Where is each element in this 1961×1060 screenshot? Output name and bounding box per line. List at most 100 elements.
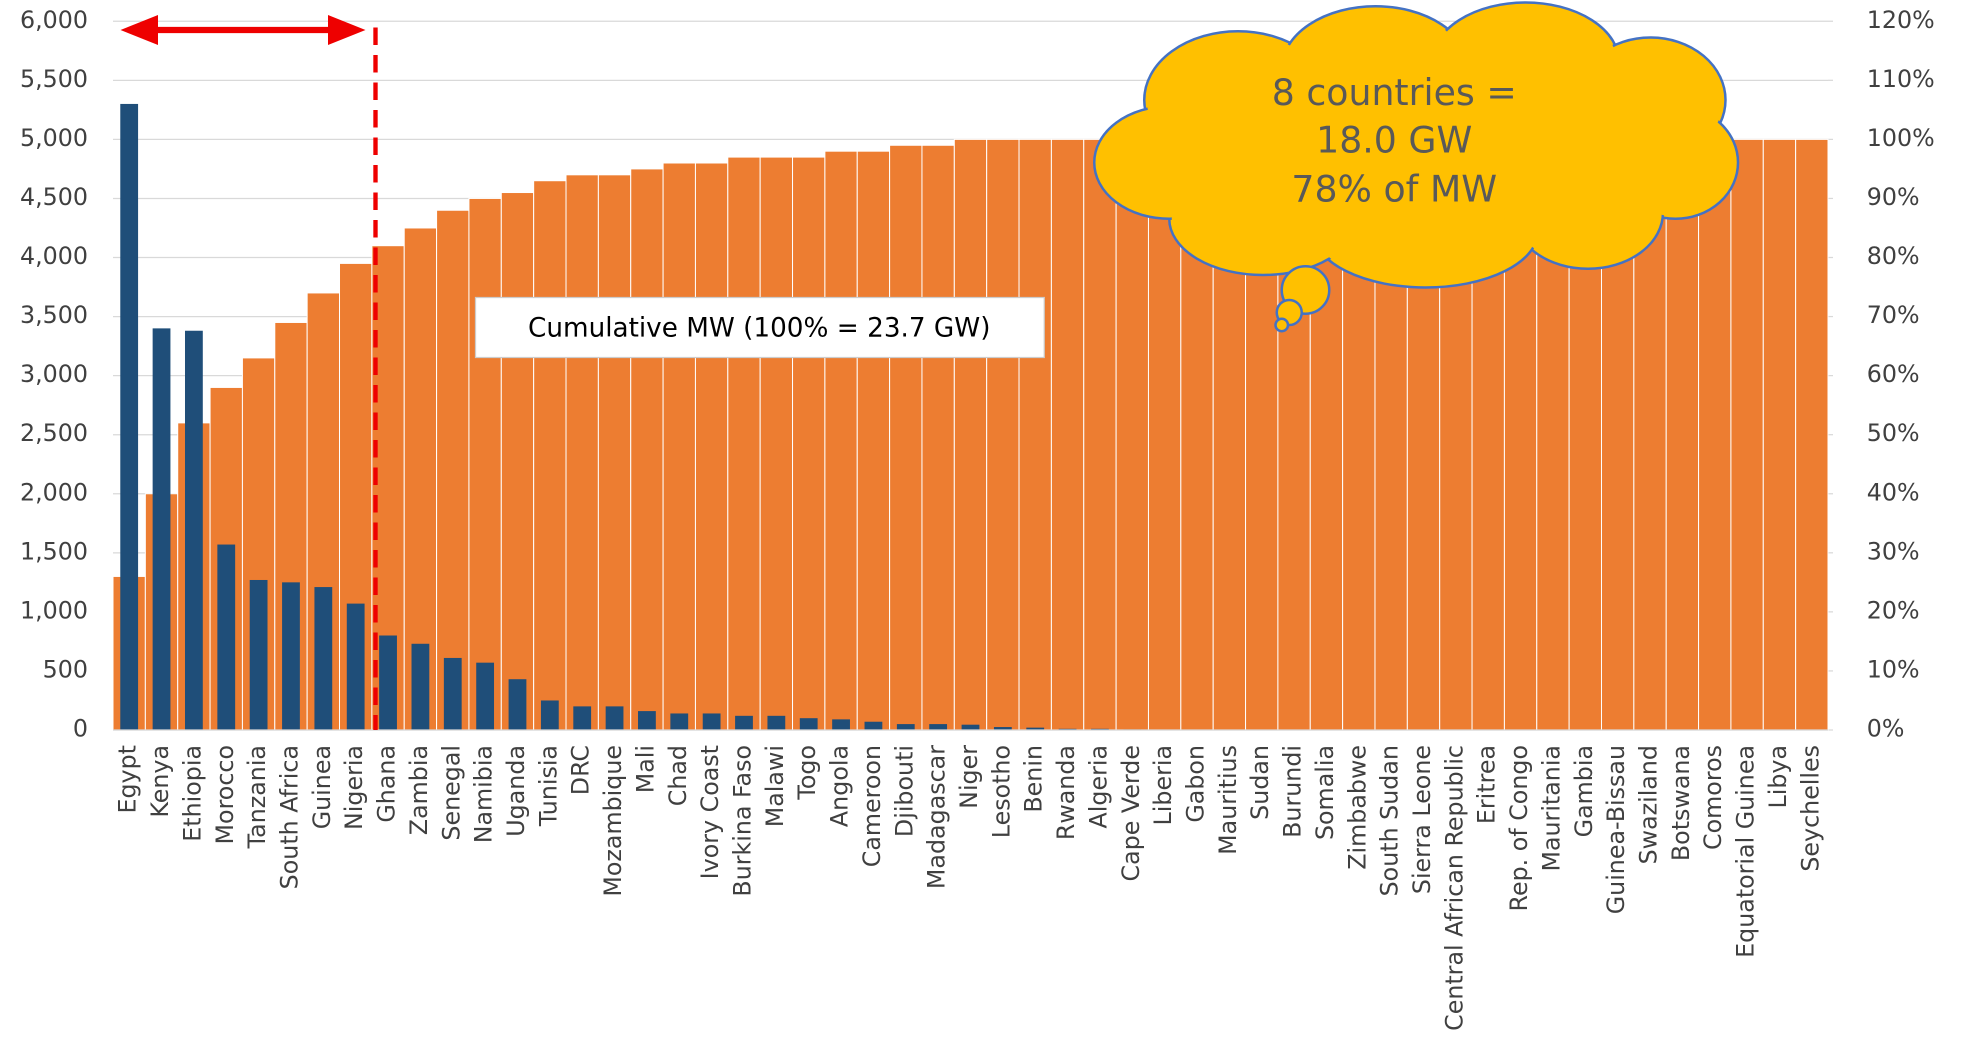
- cumulative-column: [1763, 139, 1795, 730]
- y2-tick-label: 80%: [1867, 242, 1920, 270]
- y-tick-label: 5,500: [20, 65, 88, 93]
- cumulative-column: [1699, 139, 1731, 730]
- bar: [444, 658, 462, 730]
- y2-tick-label: 70%: [1867, 301, 1920, 329]
- annotation: Cumulative MW (100% = 23.7 GW): [528, 313, 990, 343]
- y-tick-label: 3,000: [20, 360, 88, 388]
- x-tick-label: Togo: [793, 745, 821, 801]
- cumulative-column: [1116, 139, 1148, 730]
- x-tick-label: Burundi: [1279, 745, 1307, 838]
- bar: [217, 545, 235, 730]
- bar: [767, 716, 785, 730]
- bar: [832, 719, 850, 730]
- cumulative-column: [1666, 139, 1698, 730]
- cumulative-column: [922, 145, 954, 730]
- bar: [865, 722, 883, 730]
- x-tick-label: Benin: [1020, 745, 1048, 813]
- y2-tick-label: 100%: [1867, 124, 1935, 152]
- x-tick-label: Lesotho: [987, 745, 1015, 838]
- bar: [282, 582, 300, 730]
- bar: [250, 580, 268, 730]
- bar: [541, 700, 559, 730]
- x-tick-label: Cape Verde: [1117, 745, 1145, 881]
- x-tick-label: Comoros: [1699, 745, 1727, 850]
- x-tick-label: Somalia: [1311, 745, 1339, 840]
- x-tick-label: Zimbabwe: [1343, 745, 1371, 870]
- x-tick-label: South Africa: [275, 745, 303, 889]
- x-tick-label: Libya: [1764, 745, 1792, 809]
- y2-tick-label: 60%: [1867, 360, 1920, 388]
- bar: [962, 725, 980, 730]
- cumulative-column: [954, 139, 986, 730]
- cloud-text: 8 countries =: [1272, 71, 1517, 114]
- x-tick-label: Rep. of Congo: [1505, 745, 1533, 911]
- x-tick-label: Tanzania: [243, 745, 271, 849]
- x-tick-label: Central African Republic: [1440, 745, 1468, 1031]
- y2-tick-label: 110%: [1867, 65, 1935, 93]
- x-tick-label: Equatorial Guinea: [1732, 745, 1760, 958]
- y-tick-label: 1,000: [20, 596, 88, 624]
- cumulative-column: [534, 181, 566, 730]
- bar: [120, 104, 138, 730]
- bar: [314, 587, 332, 730]
- bar: [897, 724, 915, 730]
- x-tick-label: Nigeria: [340, 745, 368, 830]
- cumulative-column: [437, 210, 469, 730]
- y-tick-label: 3,500: [20, 301, 88, 329]
- cumulative-column: [825, 151, 857, 730]
- x-tick-label: Ghana: [373, 745, 401, 823]
- x-tick-label: Mauritius: [1214, 745, 1242, 855]
- cumulative-column: [987, 139, 1019, 730]
- bar: [573, 706, 591, 730]
- x-tick-label: Eritrea: [1473, 745, 1501, 824]
- x-tick-label: Zambia: [405, 745, 433, 835]
- y-tick-label: 500: [43, 655, 88, 683]
- bar: [703, 713, 721, 730]
- y2-tick-label: 40%: [1867, 478, 1920, 506]
- x-tick-label: Sierra Leone: [1408, 745, 1436, 894]
- y2-tick-label: 20%: [1867, 596, 1920, 624]
- x-tick-label: Angola: [826, 745, 854, 827]
- arrow-head: [121, 15, 159, 45]
- bar: [735, 716, 753, 730]
- x-tick-label: Egypt: [114, 745, 142, 814]
- bar: [800, 718, 818, 730]
- x-tick-label: Sudan: [1246, 745, 1274, 820]
- y-tick-label: 4,000: [20, 242, 88, 270]
- x-tick-label: DRC: [567, 745, 595, 795]
- cumulative-column: [1019, 139, 1051, 730]
- y2-tick-label: 0%: [1867, 715, 1905, 743]
- cumulative-column: [501, 193, 533, 730]
- bar: [185, 331, 203, 730]
- x-tick-label: Kenya: [146, 745, 174, 818]
- cumulative-column: [1796, 139, 1828, 730]
- cumulative-column: [890, 145, 922, 730]
- x-tick-label: Cameroon: [858, 745, 886, 867]
- x-tick-label: Gabon: [1182, 745, 1210, 823]
- x-tick-label: Uganda: [502, 745, 530, 837]
- y-tick-label: 4,500: [20, 183, 88, 211]
- x-tick-label: Guinea: [308, 745, 336, 829]
- y2-tick-label: 30%: [1867, 537, 1920, 565]
- y2-tick-label: 10%: [1867, 655, 1920, 683]
- x-tick-label: Botswana: [1667, 745, 1695, 861]
- x-tick-label: Niger: [955, 745, 983, 809]
- x-tick-label: Morocco: [211, 745, 239, 844]
- x-tick-label: Liberia: [1149, 745, 1177, 825]
- x-tick-label: Senegal: [437, 745, 465, 841]
- y-tick-label: 2,000: [20, 478, 88, 506]
- y-tick-label: 6,000: [20, 6, 88, 34]
- y2-tick-label: 120%: [1867, 6, 1935, 34]
- cloud-text: 78% of MW: [1291, 167, 1497, 210]
- bar: [606, 706, 624, 730]
- bar: [929, 724, 947, 730]
- cumulative-column: [631, 169, 663, 730]
- cumulative-column: [598, 175, 630, 730]
- chart: 05001,0001,5002,0002,5003,0003,5004,0004…: [0, 0, 1961, 1060]
- cloud-text: 18.0 GW: [1316, 119, 1472, 162]
- x-tick-label: South Sudan: [1376, 745, 1404, 896]
- arrow-head: [328, 15, 366, 45]
- x-tick-label: Rwanda: [1052, 745, 1080, 840]
- cumulative-column: [1051, 139, 1083, 730]
- cumulative-column: [793, 157, 825, 730]
